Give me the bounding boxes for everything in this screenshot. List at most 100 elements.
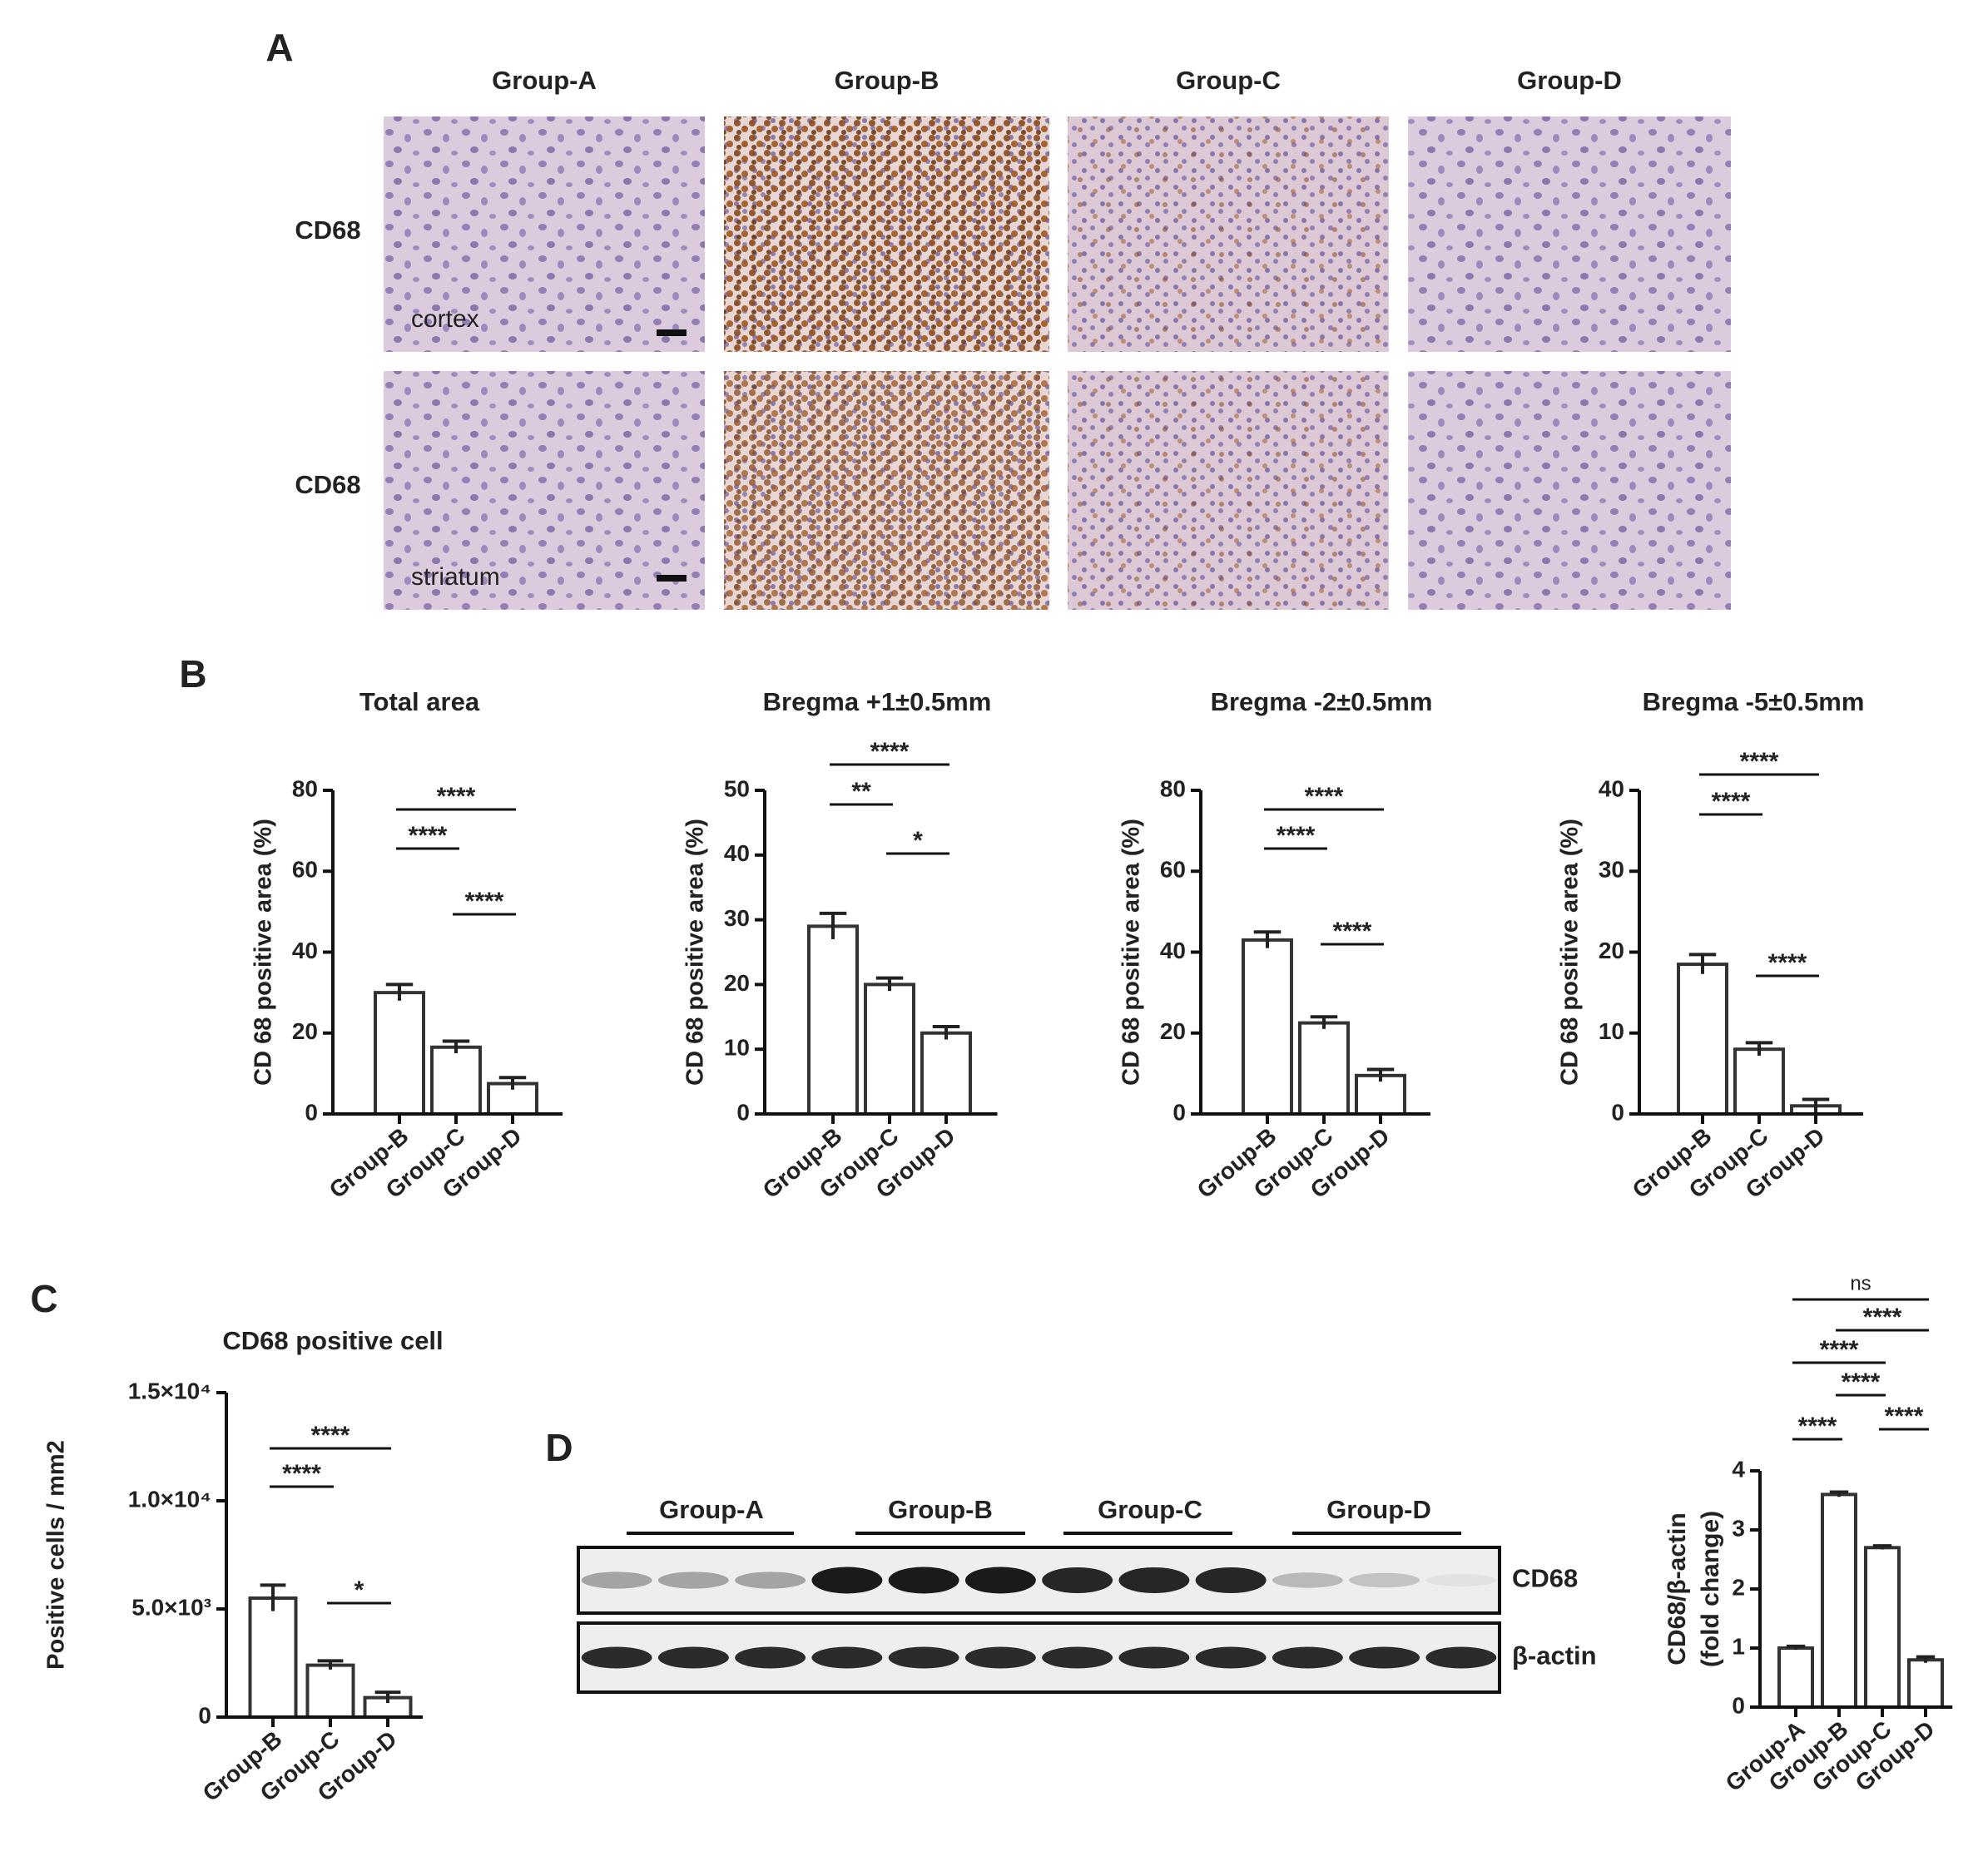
y-tick-label: 60 xyxy=(1160,857,1186,883)
chart-title: Bregma -5±0.5mm xyxy=(1643,687,1865,716)
bar xyxy=(430,1045,482,1116)
y-tick-label: 0 xyxy=(736,1099,750,1125)
bar xyxy=(487,1082,538,1116)
blot-band xyxy=(964,1646,1036,1669)
bar xyxy=(864,983,915,1116)
blot-group-label: Group-D xyxy=(1326,1495,1431,1524)
significance-label: ns xyxy=(1850,1272,1871,1294)
significance-label: * xyxy=(913,827,923,854)
western-blot: Group-A Group-B Group-C Group-D CD68 β-actin xyxy=(577,1495,1597,1694)
significance-label: **** xyxy=(1712,788,1751,815)
bar xyxy=(1355,1073,1406,1116)
column-header: Group-D xyxy=(1517,66,1622,95)
bar xyxy=(1821,1492,1857,1710)
y-tick-label: 5.0×10³ xyxy=(131,1594,211,1620)
y-tick-label: 1.0×10⁴ xyxy=(128,1486,211,1512)
blot-band xyxy=(1042,1567,1113,1594)
y-tick-label: 40 xyxy=(292,938,318,963)
blot-band xyxy=(964,1567,1036,1594)
chart-title: Bregma +1±0.5mm xyxy=(763,687,992,716)
bar xyxy=(305,1663,355,1719)
blot-band xyxy=(735,1572,806,1589)
panel-label: D xyxy=(545,1426,573,1469)
y-tick-label: 1.5×10⁴ xyxy=(128,1378,211,1403)
y-tick-label: 4 xyxy=(1732,1456,1745,1482)
blot-band xyxy=(1118,1646,1190,1669)
blot-group-label: Group-A xyxy=(659,1495,764,1524)
blot-band xyxy=(735,1646,806,1669)
y-tick-label: 50 xyxy=(724,775,750,801)
blot-band xyxy=(1425,1574,1497,1586)
bar xyxy=(1677,963,1728,1116)
micrograph-nuclei xyxy=(1408,371,1731,610)
bar xyxy=(1733,1047,1785,1116)
micrograph-stain xyxy=(724,371,1049,610)
blot-band-label: CD68 xyxy=(1512,1564,1578,1593)
y-tick-label: 10 xyxy=(724,1035,750,1061)
significance-label: **** xyxy=(1863,1304,1902,1331)
micrograph-stain xyxy=(1068,371,1389,610)
significance-label: **** xyxy=(1842,1369,1881,1396)
bar xyxy=(1864,1546,1901,1710)
significance-label: ** xyxy=(851,778,871,805)
y-tick-label: 40 xyxy=(1599,775,1624,801)
blot-band xyxy=(811,1646,883,1669)
y-tick-label: 2 xyxy=(1732,1574,1745,1600)
blot-band xyxy=(811,1567,883,1594)
region-label: striatum xyxy=(411,563,500,591)
blot-band xyxy=(1272,1646,1343,1669)
y-tick-label: 1 xyxy=(1732,1633,1745,1659)
y-tick-label: 20 xyxy=(1160,1018,1186,1044)
significance-label: **** xyxy=(282,1460,321,1487)
y-tick-label: 0 xyxy=(198,1702,211,1728)
micrograph-nuclei xyxy=(1408,116,1731,352)
bar xyxy=(1298,1021,1350,1116)
bar-chart: Bregma -2±0.5mm CD 68 positive area (%) 0 2… xyxy=(1118,687,1433,1203)
y-tick-label: 0 xyxy=(1611,1099,1624,1125)
panel-a: Group-A Group-B Group-C Group-D CD68 cortex CD… xyxy=(295,66,1731,610)
bar xyxy=(1777,1646,1814,1709)
y-tick-label: 80 xyxy=(1160,775,1186,801)
significance-label: **** xyxy=(1885,1403,1924,1430)
panel-label: B xyxy=(179,652,206,695)
significance-label: **** xyxy=(465,888,504,915)
column-header: Group-B xyxy=(835,66,939,95)
blot-strip xyxy=(577,1546,1501,1615)
y-axis-label: CD 68 positive area (%) xyxy=(1557,819,1584,1086)
y-tick-label: 30 xyxy=(1599,857,1624,883)
y-tick-label: 20 xyxy=(292,1018,318,1044)
y-tick-label: 60 xyxy=(292,857,318,883)
blot-band xyxy=(888,1567,959,1594)
bar xyxy=(1242,938,1293,1116)
y-tick-label: 3 xyxy=(1732,1515,1745,1541)
blot-group-label: Group-C xyxy=(1098,1495,1202,1524)
y-axis-label: CD 68 positive area (%) xyxy=(682,819,709,1086)
bar xyxy=(374,991,425,1116)
bar xyxy=(1907,1658,1944,1709)
micrograph-nuclei xyxy=(384,116,705,352)
blot-band xyxy=(1195,1646,1267,1669)
significance-label: **** xyxy=(311,1422,350,1449)
y-axis-label: CD 68 positive area (%) xyxy=(250,819,277,1086)
significance-label: **** xyxy=(1740,748,1779,775)
bar-chart: Total area CD 68 positive area (%) 0 20 40 60… xyxy=(250,687,563,1203)
y-axis-label: Positive cells / mm2 xyxy=(43,1440,70,1670)
y-tick-label: 0 xyxy=(1172,1099,1186,1125)
blot-band xyxy=(657,1646,729,1669)
y-tick-label: 40 xyxy=(724,840,750,866)
significance-label: **** xyxy=(1333,918,1372,945)
blot-band xyxy=(581,1646,652,1669)
blot-band xyxy=(581,1572,652,1589)
panel-label: C xyxy=(30,1277,57,1320)
bar-chart: Bregma +1±0.5mm CD 68 positive area (%) 0 1… xyxy=(682,687,998,1203)
blot-strip xyxy=(577,1621,1501,1694)
significance-label: **** xyxy=(1768,949,1807,977)
blot-band xyxy=(1195,1567,1267,1594)
significance-label: **** xyxy=(437,783,476,810)
y-axis-label: CD68/β-actin xyxy=(1663,1512,1691,1665)
row-label: CD68 xyxy=(295,215,360,245)
blot-band xyxy=(1272,1572,1343,1588)
chart-title: CD68 positive cell xyxy=(222,1326,443,1355)
scale-bar xyxy=(657,575,687,582)
